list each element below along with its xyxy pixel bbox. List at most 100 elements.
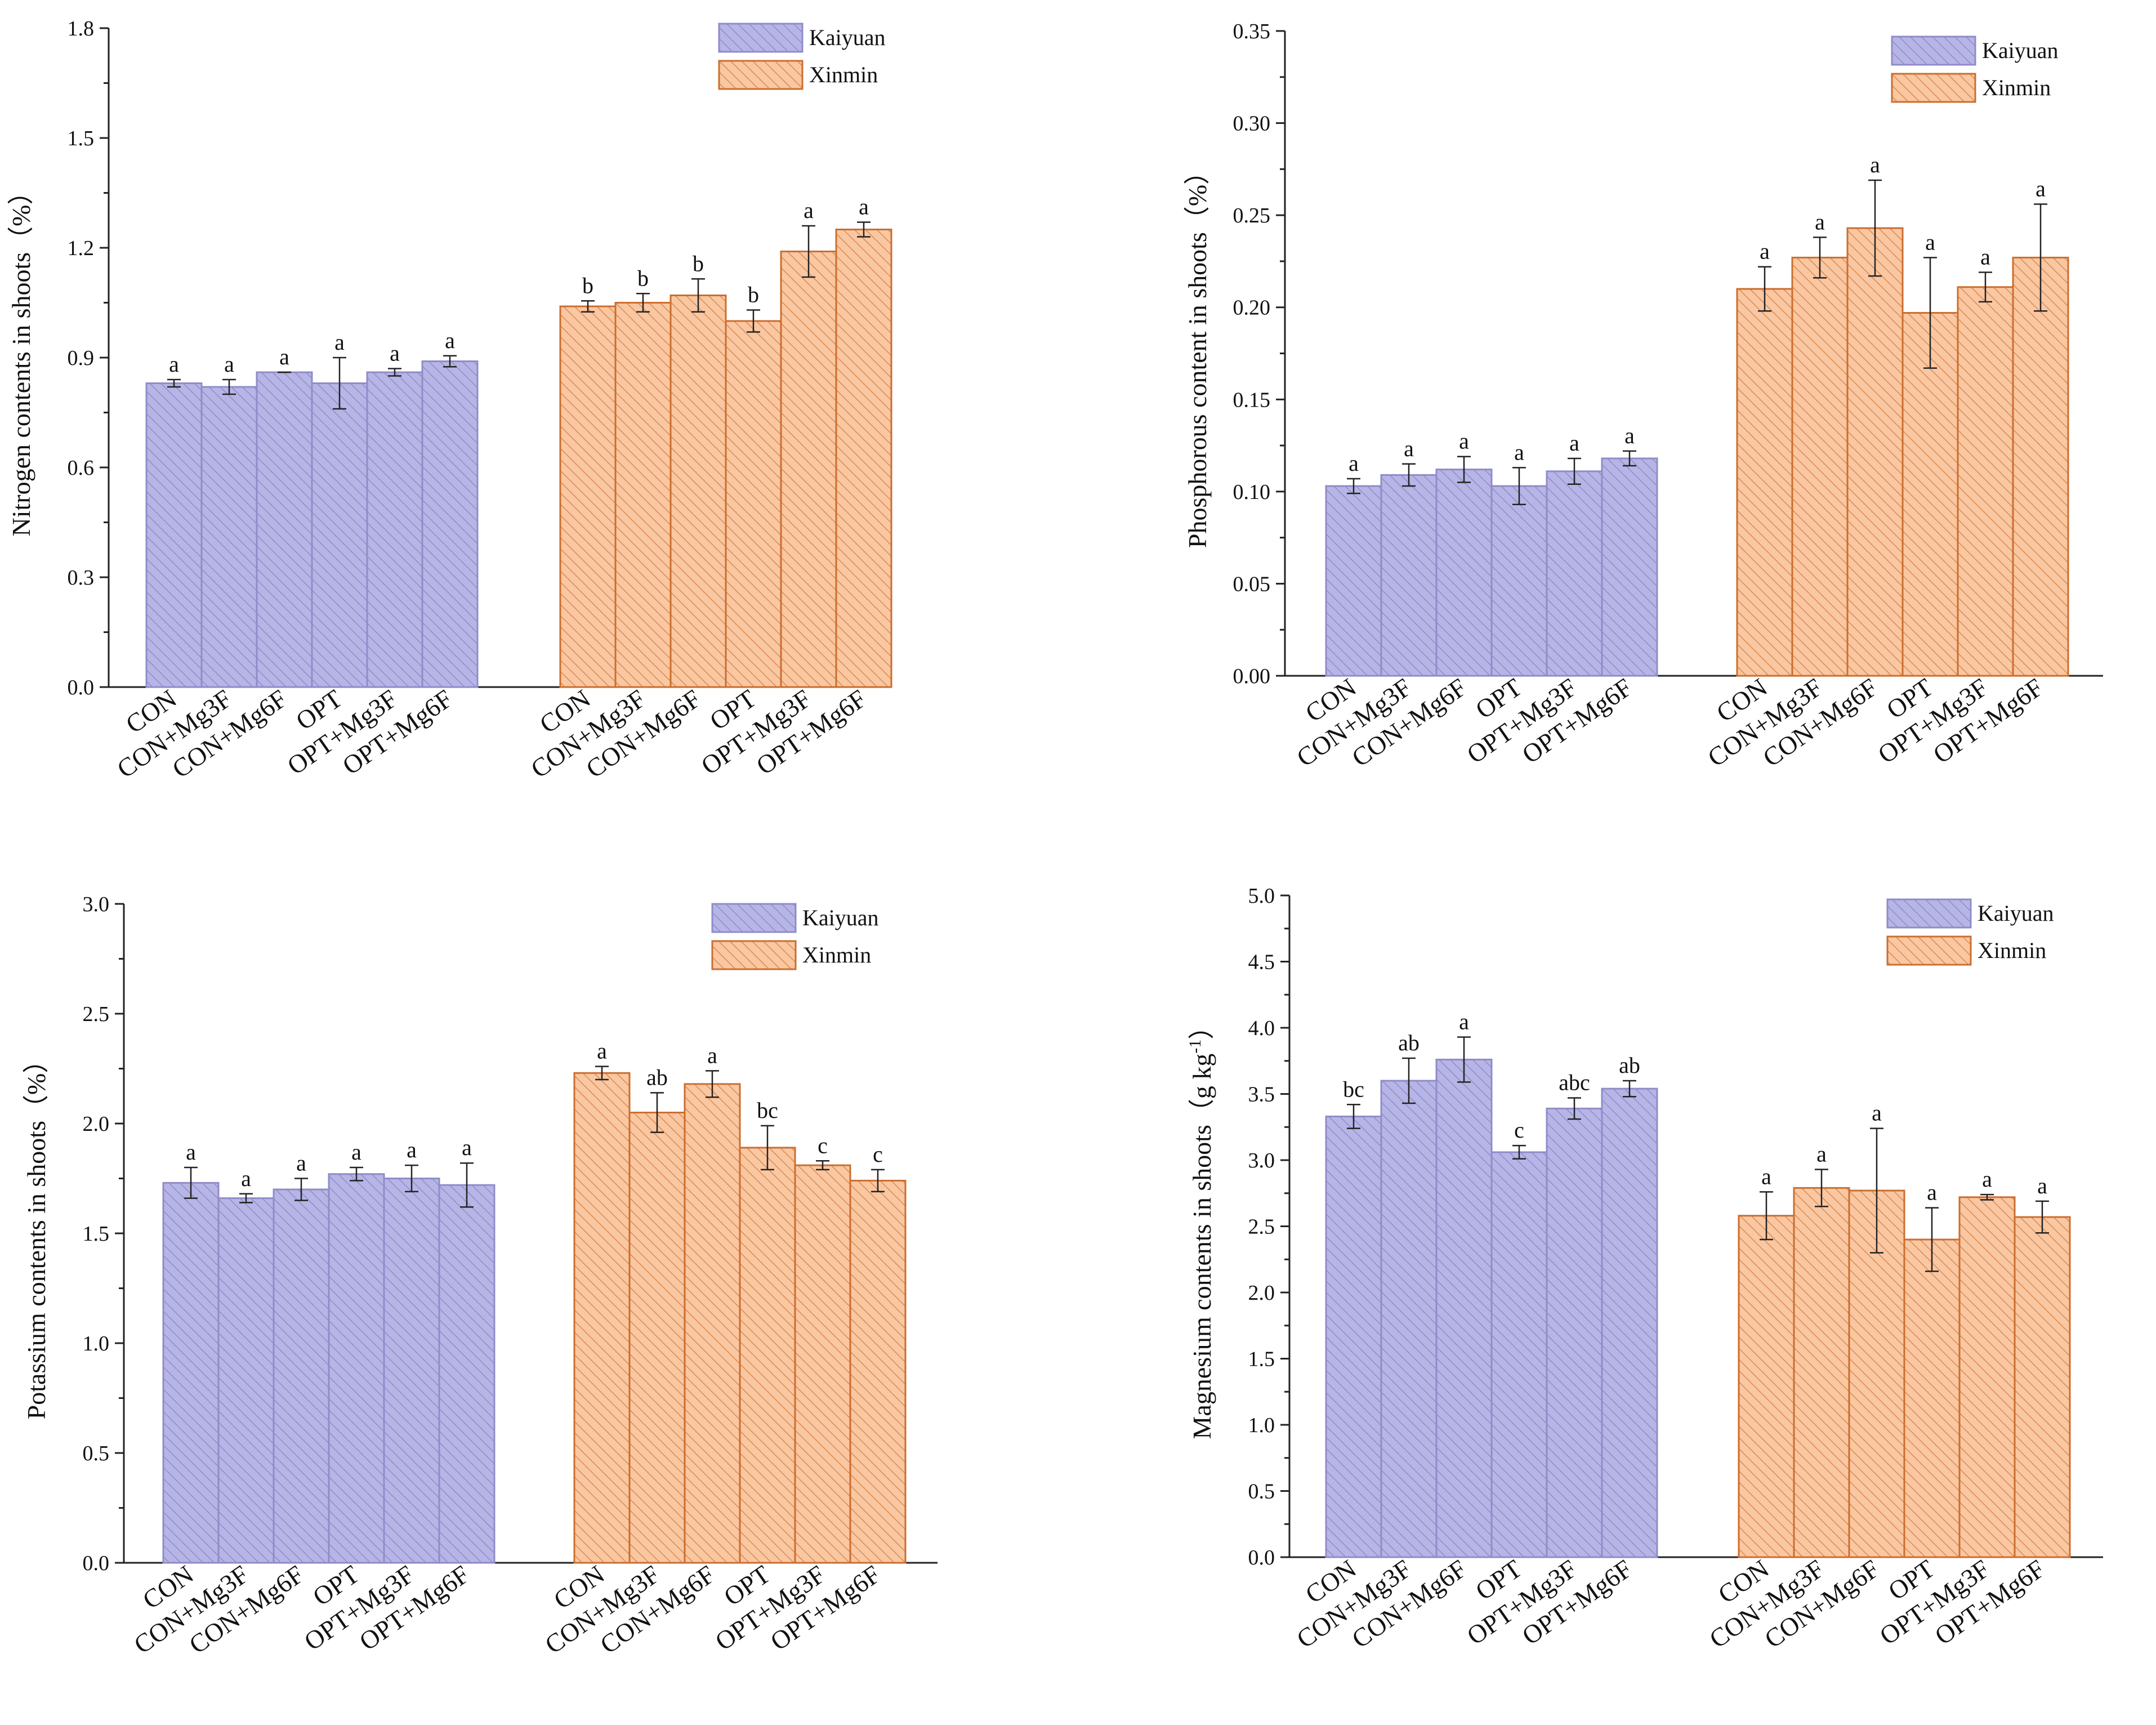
y-axis-title: Phosphorous content in shoots（%） — [1183, 159, 1212, 548]
bar-xinmin-4 — [1903, 1238, 1961, 1558]
y-tick-label: 2.5 — [83, 1002, 110, 1026]
bar-kaiyuan-3 — [256, 371, 313, 688]
bar-kaiyuan-5 — [366, 371, 423, 688]
significance-letter: a — [2036, 176, 2046, 202]
bar-kaiyuan-4 — [328, 1173, 385, 1564]
y-tick-label: 3.0 — [1248, 1149, 1275, 1173]
significance-letter: b — [637, 265, 649, 291]
bar-kaiyuan-2 — [1380, 474, 1438, 677]
y-tick-label: 0.0 — [1248, 1546, 1275, 1570]
y-axis-title: Potassium contents in shoots（%） — [22, 1048, 51, 1420]
y-tick-label: 0.05 — [1233, 572, 1271, 596]
y-tick-label: 0.25 — [1233, 204, 1271, 228]
significance-letter: a — [169, 351, 179, 377]
significance-letter: a — [296, 1151, 306, 1176]
legend-swatch-kaiyuan — [711, 903, 797, 933]
significance-letter: a — [407, 1137, 417, 1162]
chart-panel-1: 0.0 0.3 0.6 0.9 1.2 1.5 1.8 Nitrogen contents i… — [7, 17, 892, 783]
y-axis-title-text: Nitrogen contents in shoots（%） — [7, 179, 35, 537]
y-tick-label: 4.5 — [1248, 951, 1275, 974]
significance-letter: a — [1514, 439, 1524, 465]
bar-xinmin-5 — [1957, 286, 2014, 677]
y-axis-title-superscript: -1 — [1186, 1040, 1204, 1054]
bar-xinmin-3 — [1846, 227, 1904, 677]
legend-label-xinmin: Xinmin — [1982, 75, 2051, 100]
y-axis-title: Nitrogen contents in shoots（%） — [7, 179, 35, 537]
bar-xinmin-1 — [1736, 288, 1793, 677]
significance-letter: a — [241, 1166, 251, 1191]
y-tick-label: 1.5 — [1248, 1348, 1275, 1371]
bar-kaiyuan-3 — [1435, 1058, 1493, 1558]
y-tick-label: 0.3 — [68, 566, 95, 590]
significance-letter: a — [279, 344, 289, 369]
legend: Kaiyuan Xinmin — [1886, 898, 2054, 966]
bar-kaiyuan-2 — [200, 386, 258, 688]
significance-letter: a — [1925, 229, 1935, 255]
y-tick-label: 0.35 — [1233, 20, 1271, 43]
chart-panel-2: 0.00 0.05 0.10 0.15 0.20 0.25 0.30 0.35 Phosphor… — [1183, 20, 2103, 772]
legend-label-kaiyuan: Kaiyuan — [809, 25, 886, 50]
y-tick-label: 0.0 — [68, 676, 95, 699]
significance-letter: a — [1459, 429, 1469, 454]
y-tick-label: 0.30 — [1233, 112, 1271, 136]
bar-xinmin-6 — [849, 1179, 907, 1564]
y-tick-label: 2.0 — [1248, 1281, 1275, 1305]
legend: Kaiyuan Xinmin — [1891, 35, 2059, 103]
y-tick-label: 1.5 — [68, 127, 95, 150]
significance-letter: a — [707, 1042, 717, 1068]
bar-xinmin-1 — [1738, 1215, 1795, 1558]
bar-xinmin-6 — [835, 229, 892, 688]
y-tick-label: 1.0 — [83, 1332, 110, 1356]
y-tick-label: 1.0 — [1248, 1414, 1275, 1437]
significance-letter: ab — [1619, 1053, 1640, 1078]
bar-kaiyuan-1 — [145, 382, 203, 688]
y-tick-label: 0.15 — [1233, 388, 1271, 412]
chart-panel-4: 0.0 0.5 1.0 1.5 2.0 2.5 3.0 3.5 4.0 4.5 5.0 Magnesi… — [1186, 884, 2103, 1653]
bar-xinmin-4 — [739, 1147, 796, 1564]
bar-kaiyuan-4 — [311, 382, 368, 688]
bar-xinmin-2 — [1791, 256, 1849, 677]
legend-swatch-xinmin — [1886, 935, 1972, 966]
significance-letter: a — [1459, 1009, 1469, 1034]
bar-kaiyuan-6 — [421, 360, 479, 688]
series-xinmin: a a a a a a — [1736, 152, 2069, 677]
legend-swatch-xinmin — [1891, 73, 1976, 103]
bar-xinmin-5 — [1958, 1196, 2016, 1558]
y-axis-title-text: Potassium contents in shoots（%） — [22, 1048, 51, 1420]
legend-swatch-xinmin — [718, 60, 804, 90]
bar-kaiyuan-4 — [1490, 485, 1548, 677]
significance-letter: b — [582, 273, 593, 298]
significance-letter: a — [1870, 152, 1880, 177]
bar-xinmin-4 — [725, 320, 782, 688]
bar-kaiyuan-6 — [1601, 1087, 1658, 1558]
series-xinmin: b b b b a a — [559, 194, 892, 688]
significance-letter: a — [804, 198, 814, 223]
legend-label-xinmin: Xinmin — [802, 942, 871, 968]
series-xinmin: a ab a bc c c — [573, 1038, 907, 1564]
bar-kaiyuan-2 — [1380, 1080, 1438, 1558]
legend-swatch-kaiyuan — [718, 23, 804, 53]
significance-letter: a — [1980, 244, 1990, 270]
significance-letter: c — [1514, 1117, 1524, 1143]
y-axis-title-text: Phosphorous content in shoots（%） — [1183, 159, 1212, 548]
y-tick-label: 1.5 — [83, 1222, 110, 1246]
significance-letter: a — [1816, 1141, 1827, 1166]
legend-label-xinmin: Xinmin — [809, 62, 878, 87]
y-tick-label: 2.5 — [1248, 1215, 1275, 1239]
bar-kaiyuan-1 — [1325, 485, 1382, 677]
significance-letter: a — [351, 1139, 361, 1165]
bar-kaiyuan-3 — [1435, 469, 1493, 677]
y-tick-label: 0.5 — [1248, 1480, 1275, 1504]
series-kaiyuan: a a a a a a — [162, 1135, 496, 1564]
legend-label-kaiyuan: Kaiyuan — [802, 905, 879, 930]
y-tick-label: 0.00 — [1233, 665, 1271, 688]
y-tick-label: 0.20 — [1233, 296, 1271, 320]
significance-letter: a — [1872, 1100, 1882, 1126]
bar-xinmin-5 — [780, 251, 837, 688]
bar-kaiyuan-1 — [1325, 1115, 1382, 1558]
series-kaiyuan: bc ab a c abc ab — [1325, 1009, 1658, 1558]
bar-kaiyuan-2 — [217, 1197, 275, 1564]
y-axis-title-text: Magnesium contents in shoots（g kg — [1188, 1054, 1216, 1439]
y-tick-label: 1.2 — [68, 237, 95, 260]
